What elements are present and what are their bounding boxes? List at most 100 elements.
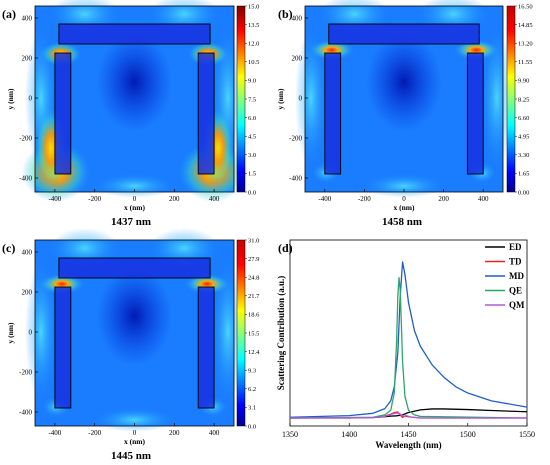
field-glow	[25, 262, 57, 402]
colorbar-tick-label: 16.50	[518, 3, 533, 10]
colorbar-tick-label: 12.4	[248, 349, 260, 356]
colorbar	[506, 5, 516, 193]
colorbar-tick-label: 13.20	[518, 41, 533, 48]
colorbar-tick-label: 4.5	[248, 134, 256, 141]
x-tick-label: 200	[438, 195, 449, 203]
y-tick-label: 400	[292, 15, 303, 23]
y-tick-label: 400	[22, 249, 33, 257]
y-tick-label: -200	[19, 135, 32, 143]
panel-label: (c)	[2, 241, 15, 255]
colorbar-tick-label: 12.0	[248, 41, 259, 48]
y-axis-label: y (nm)	[6, 88, 15, 110]
x-tick-label: 200	[169, 195, 180, 203]
x-tick-label: 400	[209, 195, 220, 203]
colorbar-tick-label: 13.5	[248, 22, 259, 29]
y-tick-label: -400	[19, 409, 32, 417]
colorbar-tick-label: 0.00	[518, 189, 529, 196]
colorbar	[236, 239, 246, 427]
legend-label-md: MD	[509, 271, 524, 281]
heatmap-panel-1: -400 -200 0 200 400 400 200 0 -200 -400 x (nm) y (n…	[2, 0, 259, 228]
x-tick-label: 1550	[519, 430, 535, 439]
y-axis-label: Scattering Contribution (a.u.)	[276, 276, 286, 391]
x-tick-label: 1400	[341, 430, 357, 439]
x-tick-label: 0	[402, 195, 406, 203]
y-tick-label: -200	[289, 135, 302, 143]
nanostructure-bar	[58, 257, 211, 279]
wavelength-caption: 1458 nm	[382, 216, 422, 228]
x-tick-label: -400	[48, 195, 61, 203]
series-line-qe	[289, 276, 528, 419]
colorbar-tick-label: 8.25	[518, 96, 529, 103]
colorbar-tick-label: 7.5	[248, 96, 256, 103]
x-tick-label: -400	[318, 195, 331, 203]
x-tick-label: 400	[478, 195, 489, 203]
field-glow	[481, 28, 513, 168]
y-tick-label: 0	[29, 329, 33, 337]
colorbar-tick-label: 1.5	[248, 171, 256, 178]
series-line-qm	[289, 412, 527, 419]
colorbar-tick-label: 21.7	[248, 293, 260, 300]
y-axis-label: y (nm)	[276, 88, 285, 110]
nanostructure-leg	[324, 52, 342, 175]
wavelength-caption: 1437 nm	[111, 216, 151, 228]
plot-frame	[289, 239, 528, 427]
y-tick-label: 400	[22, 15, 33, 23]
field-core	[96, 32, 173, 132]
x-tick-label: 1350	[282, 430, 298, 439]
legend-label-td: TD	[509, 257, 522, 267]
colorbar-tick-label: 0.0	[248, 423, 256, 430]
nanostructure-leg	[466, 52, 484, 175]
y-tick-label: 200	[22, 55, 33, 63]
y-tick-label: -400	[19, 175, 32, 183]
wavelength-caption: 1445 nm	[111, 450, 151, 462]
y-tick-label: 0	[29, 95, 33, 103]
panel-label: (a)	[2, 7, 16, 21]
x-tick-label: 1450	[401, 430, 417, 439]
field-glow	[212, 262, 244, 402]
colorbar-tick-label: 4.95	[518, 134, 529, 141]
y-tick-label: 200	[22, 289, 33, 297]
x-tick-label: 0	[133, 195, 137, 203]
colorbar-tick-label: 6.60	[518, 115, 529, 122]
line-chart-panel: 1350 1400 1450 1500 1550 Wavelength (nm) Scatt…	[276, 239, 535, 450]
colorbar-tick-label: 9.0	[248, 78, 256, 85]
colorbar-tick-label: 1.65	[518, 171, 529, 178]
colorbar-tick-label: 10.5	[248, 59, 259, 66]
colorbar-tick-label: 3.1	[248, 405, 256, 412]
nanostructure-leg	[197, 52, 215, 175]
x-tick-label: -400	[48, 429, 61, 437]
colorbar-tick-label: 14.85	[518, 22, 533, 29]
colorbar	[236, 5, 246, 193]
colorbar-tick-label: 18.6	[248, 312, 260, 319]
legend-label-ed: ED	[509, 242, 522, 252]
colorbar-tick-label: 3.30	[518, 152, 529, 159]
x-tick-label: 0	[133, 429, 137, 437]
x-tick-label: -200	[358, 195, 371, 203]
panel-label: (d)	[278, 241, 293, 255]
colorbar-tick-label: 9.3	[248, 368, 256, 375]
y-tick-label: -200	[19, 369, 32, 377]
y-tick-label: -400	[289, 175, 302, 183]
x-tick-label: -200	[88, 429, 101, 437]
panel-label: (b)	[278, 7, 293, 21]
x-tick-label: 1500	[460, 430, 476, 439]
series-line-md	[289, 261, 528, 418]
y-tick-label: 0	[299, 95, 303, 103]
nanostructure-bar	[58, 23, 211, 45]
colorbar-tick-label: 24.8	[248, 275, 259, 282]
legend-label-qm: QM	[509, 300, 525, 310]
x-axis-label: x (nm)	[393, 203, 415, 212]
field-glow	[295, 28, 327, 168]
colorbar-tick-label: 6.0	[248, 115, 256, 122]
field-core	[96, 266, 173, 366]
field-core	[366, 32, 442, 132]
x-tick-label: -200	[88, 195, 101, 203]
colorbar-tick-label: 6.2	[248, 386, 256, 393]
field-hotspot	[454, 40, 499, 60]
nanostructure-bar	[328, 23, 480, 45]
heatmap-panel-3: -400 -200 0 200 400 400 200 0 -200 -400 x (nm) y (n…	[2, 228, 260, 462]
x-tick-label: 200	[169, 429, 180, 437]
nanostructure-leg	[54, 286, 72, 409]
colorbar-tick-label: 27.9	[248, 256, 259, 263]
